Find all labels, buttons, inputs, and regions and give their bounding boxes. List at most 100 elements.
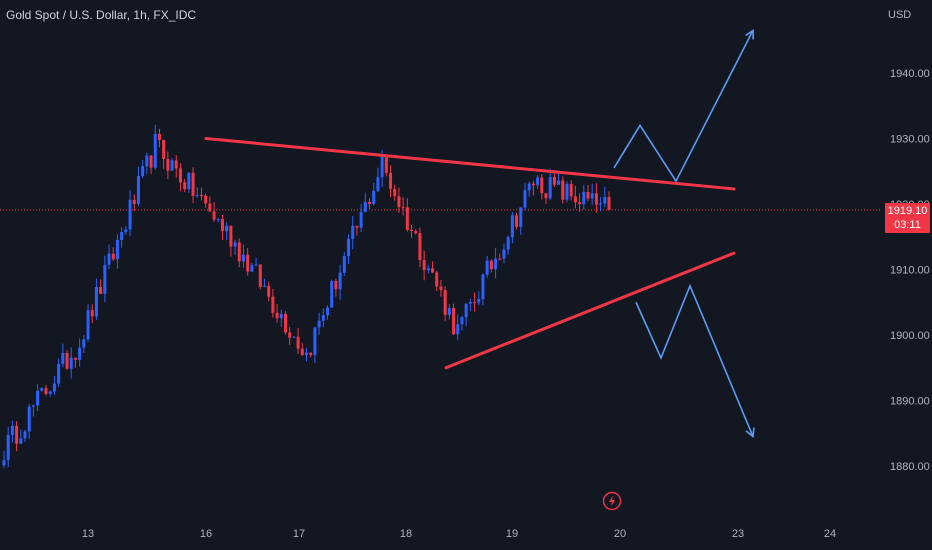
candle-body — [2, 460, 6, 466]
candle-body — [473, 302, 477, 304]
candle-body — [494, 258, 498, 270]
candle-body — [338, 272, 342, 290]
candle-body — [519, 207, 523, 227]
candle-body — [267, 285, 271, 297]
candle-body — [61, 352, 65, 364]
x-tick-label: 20 — [614, 528, 626, 540]
candle-body — [485, 260, 489, 275]
candle-body — [27, 406, 31, 432]
flash-icon[interactable] — [602, 491, 622, 511]
candle-body — [586, 191, 590, 199]
x-tick-label: 23 — [732, 528, 744, 540]
candle-body — [153, 133, 157, 168]
y-tick-label: 1940.00 — [890, 68, 930, 80]
candle-body — [418, 233, 422, 261]
candle-body — [460, 317, 464, 325]
candle-body — [279, 313, 283, 319]
candle-body — [36, 390, 40, 406]
candle-body — [384, 157, 388, 173]
x-tick-label: 24 — [824, 528, 836, 540]
y-tick-label: 1880.00 — [890, 461, 930, 473]
candle-body — [410, 229, 414, 231]
candle-body — [502, 249, 506, 259]
candle-body — [90, 310, 94, 317]
y-tick-label: 1890.00 — [890, 396, 930, 408]
candle-body — [489, 260, 493, 270]
candle-body — [305, 352, 308, 356]
projection-arrowhead-down — [745, 427, 755, 439]
bar-countdown: 03:11 — [894, 219, 921, 231]
currency-label: USD — [888, 9, 912, 21]
candle-body — [57, 363, 61, 384]
y-tick-label: 1910.00 — [890, 265, 930, 277]
candle-body — [515, 215, 519, 227]
candle-body — [523, 190, 527, 208]
candle-body — [309, 352, 313, 356]
candle-body — [326, 307, 330, 316]
candle-body — [389, 172, 393, 189]
candle-body — [283, 313, 287, 333]
projection-up — [613, 30, 754, 183]
candle-body — [19, 438, 23, 444]
candle-body — [347, 238, 351, 257]
candle-body — [477, 298, 481, 303]
candle-body — [393, 188, 397, 197]
candle-body — [199, 195, 203, 197]
candle-body — [368, 201, 372, 204]
candle-body — [40, 388, 44, 391]
candle-body — [103, 264, 107, 294]
trendline-lower — [444, 251, 736, 370]
candle-body — [233, 242, 237, 247]
candle-body — [195, 195, 199, 197]
candle-body — [212, 211, 216, 220]
projection-down — [635, 283, 754, 437]
last-price-tag: 1919.10 03:11 — [885, 203, 930, 233]
candle-body — [10, 425, 14, 435]
candle-body — [443, 290, 447, 315]
candle-body — [82, 339, 86, 348]
candle-body — [204, 195, 208, 204]
candle-body — [464, 303, 468, 318]
candle-body — [401, 207, 405, 209]
candle-body — [107, 253, 111, 265]
candle-body — [527, 183, 531, 191]
candle-body — [447, 307, 451, 315]
candle-body — [99, 286, 103, 294]
candle-body — [510, 215, 514, 238]
candle-body — [225, 225, 229, 232]
candle-body — [208, 203, 212, 212]
candle-body — [426, 268, 430, 271]
candle-body — [271, 296, 275, 313]
x-tick-label: 17 — [293, 528, 305, 540]
candle-body — [372, 190, 376, 204]
candle-body — [191, 172, 195, 196]
candle-body — [569, 183, 573, 197]
x-tick-label: 16 — [200, 528, 212, 540]
candle-body — [48, 391, 52, 394]
candle-body — [590, 193, 594, 199]
candle-body — [557, 180, 561, 185]
candle-body — [44, 388, 48, 394]
candle-body — [397, 196, 401, 208]
candle-body — [359, 211, 363, 228]
candle-body — [380, 157, 384, 178]
candle-body — [544, 193, 548, 199]
candle-body — [145, 155, 149, 167]
candle-body — [317, 320, 321, 328]
candle-body — [536, 177, 540, 186]
candle-body — [342, 256, 346, 273]
candle-body — [52, 383, 56, 392]
candle-body — [128, 199, 132, 230]
candle-body — [456, 324, 460, 335]
candle-body — [363, 201, 367, 212]
chart-title: Gold Spot / U.S. Dollar, 1h, FX_IDC — [6, 8, 197, 22]
candle-body — [435, 272, 439, 287]
y-tick-label: 1930.00 — [890, 134, 930, 146]
trendline-upper — [204, 137, 736, 191]
candle-body — [582, 191, 586, 205]
candle-body — [170, 160, 174, 171]
candle-body — [86, 310, 90, 340]
candle-body — [452, 307, 456, 335]
